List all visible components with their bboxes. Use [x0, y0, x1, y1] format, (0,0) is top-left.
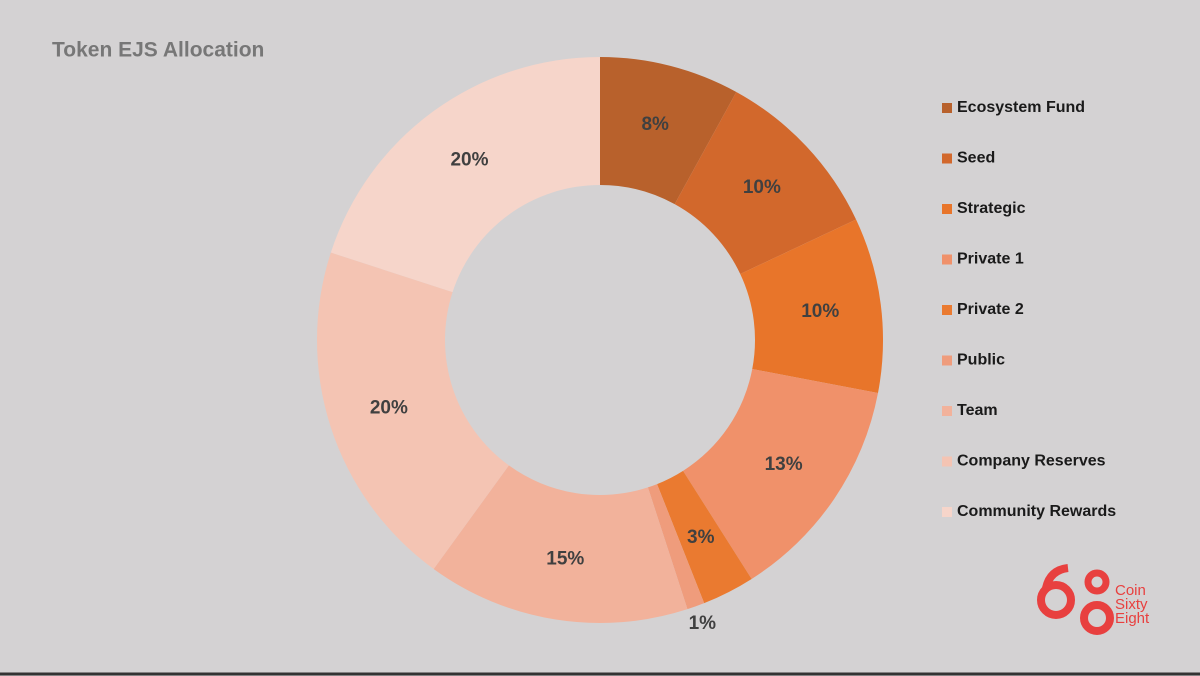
legend-label: Company Reserves: [957, 453, 1106, 470]
logo-text: Eight: [1115, 610, 1150, 627]
legend-swatch: [942, 456, 952, 467]
logo-text: Sixty: [1115, 596, 1148, 613]
donut-slice: [433, 465, 688, 623]
data-label: 20%: [370, 398, 408, 419]
data-label: 10%: [801, 301, 839, 322]
legend-label: Private 1: [957, 251, 1024, 268]
donut-slice: [647, 484, 705, 610]
legend-swatch: [942, 254, 952, 265]
legend-label: Strategic: [957, 200, 1026, 217]
legend-label: Team: [957, 402, 998, 419]
logo-ring: [1084, 569, 1110, 595]
donut-slice: [683, 369, 878, 579]
data-label: 8%: [641, 114, 669, 135]
legend-swatch: [942, 204, 952, 214]
logo: Coin Sixty Eight: [1037, 564, 1150, 635]
data-label: 20%: [450, 149, 488, 170]
donut-slice: [740, 219, 884, 394]
logo-ring: [1080, 601, 1114, 635]
data-label: 15%: [546, 548, 584, 569]
donut-slice: [317, 252, 509, 569]
legend-label: Ecosystem Fund: [957, 99, 1085, 116]
legend-swatch: [942, 507, 952, 517]
legend-label: Seed: [957, 150, 995, 167]
legend-label: Private 2: [957, 301, 1024, 318]
legend-swatch: [942, 103, 952, 113]
legend-swatch: [942, 153, 952, 164]
legend-label: Community Rewards: [957, 503, 1116, 520]
logo-text: Coin: [1115, 582, 1146, 599]
donut-slice: [657, 470, 752, 604]
donut-slice: [330, 56, 600, 293]
donut-slice: [600, 57, 737, 205]
logo-stroke: [1042, 564, 1069, 590]
legend-swatch: [942, 305, 952, 315]
logo-ring: [1037, 581, 1075, 619]
donut-slice: [674, 92, 857, 275]
chart-title: Token EJS Allocation: [52, 39, 264, 62]
data-label: 1%: [689, 613, 717, 634]
data-label: 3%: [687, 527, 715, 548]
legend-swatch: [942, 406, 952, 416]
legend-label: Public: [957, 352, 1005, 369]
data-label: 13%: [765, 454, 803, 475]
data-label: 10%: [743, 177, 781, 198]
legend-swatch: [942, 355, 952, 366]
